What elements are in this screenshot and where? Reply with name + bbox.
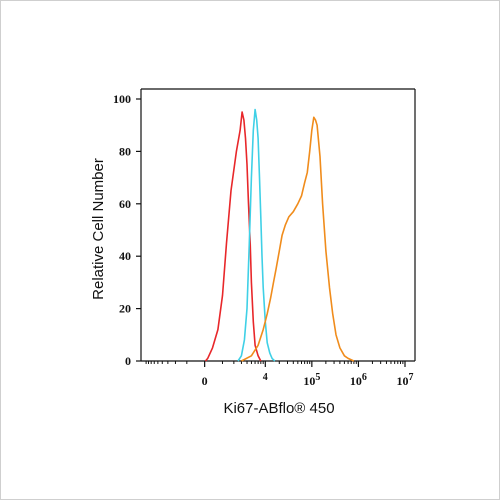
y-tick-label: 20 bbox=[119, 302, 131, 316]
histogram-curve-1 bbox=[204, 111, 262, 362]
series-curves bbox=[204, 108, 355, 362]
x-tick-label: 105 bbox=[303, 372, 320, 388]
x-tick-label: 4 bbox=[263, 372, 268, 383]
x-axis-label: Ki67-ABflo® 450 bbox=[223, 400, 334, 417]
axes bbox=[140, 88, 416, 362]
y-tick-label: 40 bbox=[119, 249, 131, 263]
y-tick-label: 60 bbox=[119, 197, 131, 211]
x-tick-label: 107 bbox=[397, 372, 414, 388]
y-ticks: 0 20 40 60 80 100 bbox=[113, 92, 141, 368]
y-tick-label: 80 bbox=[119, 144, 131, 158]
x-tick-label: 0 bbox=[202, 374, 208, 388]
y-tick-label: 0 bbox=[125, 354, 131, 368]
x-ticks: 0 4 105 106 107 bbox=[145, 361, 414, 388]
histogram-curve-3 bbox=[241, 116, 355, 362]
y-tick-label: 100 bbox=[113, 92, 131, 106]
x-tick-label: 106 bbox=[350, 372, 367, 388]
y-axis-label: Relative Cell Number bbox=[90, 158, 107, 300]
histogram-curve-2 bbox=[237, 108, 276, 362]
